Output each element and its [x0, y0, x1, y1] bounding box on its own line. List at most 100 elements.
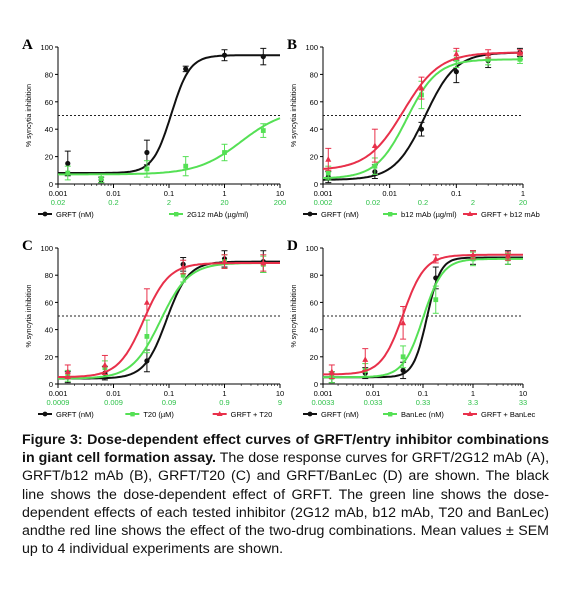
data-point	[504, 252, 511, 259]
legend-label: b12 mAb (µg/ml)	[401, 210, 457, 219]
legend-label: 2G12 mAb (µg/ml)	[187, 210, 249, 219]
series-0	[58, 250, 280, 384]
y-tick-label: 20	[45, 153, 53, 162]
x-tick-label: 0.001	[314, 389, 333, 398]
data-point	[433, 297, 439, 303]
data-point	[432, 255, 439, 262]
data-point	[400, 354, 406, 360]
y-tick-label: 80	[45, 271, 53, 280]
series-line	[58, 117, 281, 176]
data-point	[65, 160, 71, 167]
y-tick-label: 0	[49, 380, 53, 389]
series-0	[58, 47, 280, 184]
x-tick-label-secondary: 2	[471, 198, 475, 207]
x-tick-label: 0.001	[314, 189, 333, 198]
y-tick-label: 60	[45, 98, 53, 107]
x-tick-label-secondary: 0.2	[418, 198, 428, 207]
series-2	[323, 250, 523, 380]
y-axis-label: % syncytia inhibition	[26, 84, 33, 147]
data-point	[144, 166, 150, 172]
series-line	[323, 253, 523, 376]
x-tick-label-secondary: 9	[278, 398, 282, 407]
series-line	[58, 260, 280, 380]
data-point	[180, 263, 187, 270]
x-tick-label-secondary: 0.33	[416, 398, 431, 407]
y-tick-label: 60	[45, 298, 53, 307]
data-point	[98, 176, 104, 181]
legend-marker	[42, 211, 48, 217]
y-tick-label: 80	[310, 70, 318, 79]
series-line	[322, 51, 524, 170]
y-tick-label: 60	[310, 98, 318, 107]
data-point	[180, 272, 186, 278]
legend-marker	[174, 212, 179, 217]
x-tick-label-secondary: 33	[519, 398, 527, 407]
legend-label: GRFT (nM)	[56, 210, 94, 219]
x-tick-label: 1	[222, 389, 226, 398]
y-tick-label: 100	[305, 43, 318, 52]
x-tick-label: 1	[521, 189, 525, 198]
legend-marker	[388, 212, 393, 217]
y-tick-label: 40	[310, 125, 318, 134]
panel-label: D	[287, 238, 298, 254]
x-tick-label: 0.001	[49, 189, 68, 198]
y-tick-label: 100	[40, 43, 53, 52]
data-point	[64, 368, 71, 375]
legend-label: GRFT + T20	[231, 410, 273, 419]
data-point	[485, 56, 491, 62]
data-point	[183, 66, 189, 72]
x-tick-label-secondary: 0.033	[364, 398, 383, 407]
x-tick-label: 0.01	[382, 189, 397, 198]
x-tick-label-secondary: 20	[220, 198, 228, 207]
data-point	[325, 156, 332, 162]
data-point	[362, 356, 369, 362]
x-tick-label-secondary: 0.2	[108, 198, 118, 207]
data-point	[144, 334, 150, 339]
y-tick-label: 20	[45, 353, 53, 362]
data-point	[65, 170, 71, 176]
x-tick-label: 0.001	[49, 389, 68, 398]
legend-marker	[42, 411, 48, 417]
x-tick-label: 0.01	[366, 389, 381, 398]
caption-text: The dose response curves for GRFT/2G12 m…	[22, 450, 550, 558]
data-point	[400, 367, 406, 373]
data-point	[183, 163, 189, 169]
caption-label: Figure 3: Dose-dependent effect curves o…	[22, 432, 549, 467]
data-point	[260, 128, 266, 133]
legend-label: GRFT + b12 mAb	[481, 210, 540, 219]
data-point	[101, 361, 108, 368]
data-point	[221, 52, 228, 58]
panel-label: B	[287, 37, 297, 53]
series-line	[323, 51, 523, 181]
y-tick-label: 80	[310, 271, 318, 280]
y-tick-label: 80	[45, 70, 53, 79]
x-tick-label-secondary: 0.09	[162, 398, 177, 407]
data-point	[400, 319, 407, 326]
legend-label: GRFT + BanLec	[481, 410, 536, 419]
x-tick-label: 0.1	[418, 389, 428, 398]
data-point	[453, 69, 459, 75]
y-axis-label: % syncytia inhibition	[26, 284, 33, 347]
y-tick-label: 40	[310, 326, 318, 335]
data-point	[372, 163, 378, 169]
x-tick-label-secondary: 0.02	[366, 198, 381, 207]
legend-marker	[388, 412, 393, 417]
legend-label: T20 (µM)	[143, 410, 174, 419]
figure-caption: Figure 3: Dose-dependent effect curves o…	[22, 431, 549, 558]
panel-label: A	[22, 37, 33, 53]
data-point	[144, 149, 150, 156]
legend-marker	[307, 411, 313, 417]
legend-marker	[467, 211, 473, 216]
x-tick-label-secondary: 20	[519, 198, 527, 207]
legend-label: GRFT (nM)	[321, 410, 359, 419]
data-point	[418, 84, 425, 91]
y-tick-label: 20	[310, 153, 318, 162]
y-tick-label: 60	[310, 298, 318, 307]
y-tick-label: 0	[314, 180, 318, 189]
data-point	[222, 150, 227, 155]
